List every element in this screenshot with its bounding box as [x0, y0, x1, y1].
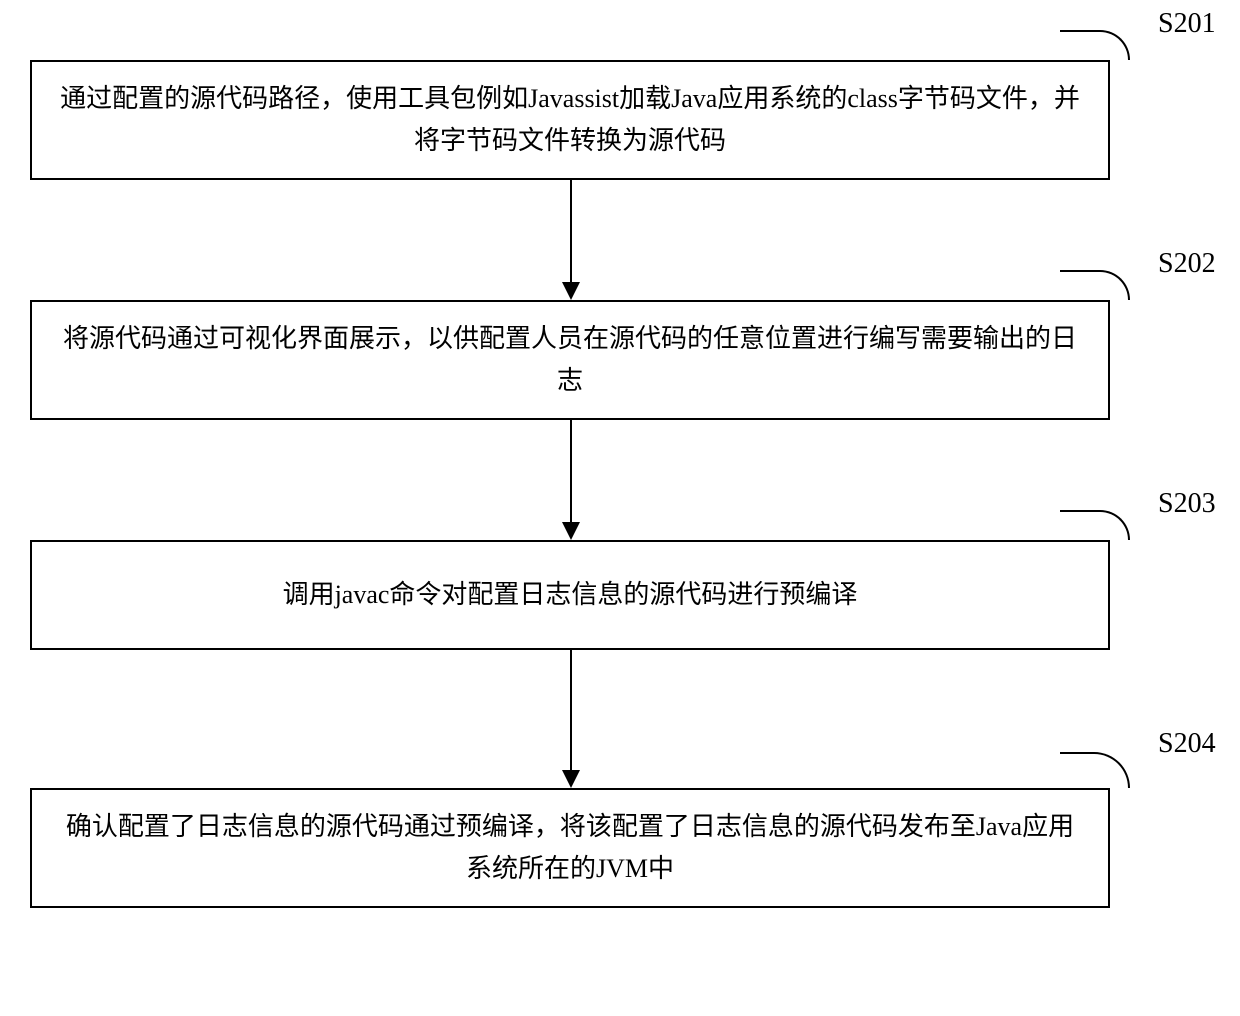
label-connector-2: [1060, 270, 1130, 300]
step-label-1: S201: [1158, 8, 1216, 40]
step-label-3: S203: [1158, 488, 1216, 520]
step-text-4: 确认配置了日志信息的源代码通过预编译，将该配置了日志信息的源代码发布至Java应…: [56, 806, 1084, 889]
label-connector-3: [1060, 510, 1130, 540]
arrow-head-3-4: [562, 770, 580, 788]
step-text-3: 调用javac命令对配置日志信息的源代码进行预编译: [283, 574, 858, 616]
step-box-4: 确认配置了日志信息的源代码通过预编译，将该配置了日志信息的源代码发布至Java应…: [30, 788, 1110, 908]
step-label-4: S204: [1158, 728, 1216, 760]
arrow-1-2: [570, 180, 572, 282]
flowchart-container: 通过配置的源代码路径，使用工具包例如Javassist加载Java应用系统的cl…: [0, 0, 1240, 1016]
arrow-head-1-2: [562, 282, 580, 300]
arrow-3-4: [570, 650, 572, 770]
step-text-2: 将源代码通过可视化界面展示，以供配置人员在源代码的任意位置进行编写需要输出的日志: [56, 318, 1084, 401]
step-text-1: 通过配置的源代码路径，使用工具包例如Javassist加载Java应用系统的cl…: [56, 78, 1084, 161]
arrow-head-2-3: [562, 522, 580, 540]
step-label-2: S202: [1158, 248, 1216, 280]
arrow-2-3: [570, 420, 572, 522]
step-box-1: 通过配置的源代码路径，使用工具包例如Javassist加载Java应用系统的cl…: [30, 60, 1110, 180]
step-box-2: 将源代码通过可视化界面展示，以供配置人员在源代码的任意位置进行编写需要输出的日志: [30, 300, 1110, 420]
label-connector-4: [1060, 752, 1130, 788]
step-box-3: 调用javac命令对配置日志信息的源代码进行预编译: [30, 540, 1110, 650]
label-connector-1: [1060, 30, 1130, 60]
